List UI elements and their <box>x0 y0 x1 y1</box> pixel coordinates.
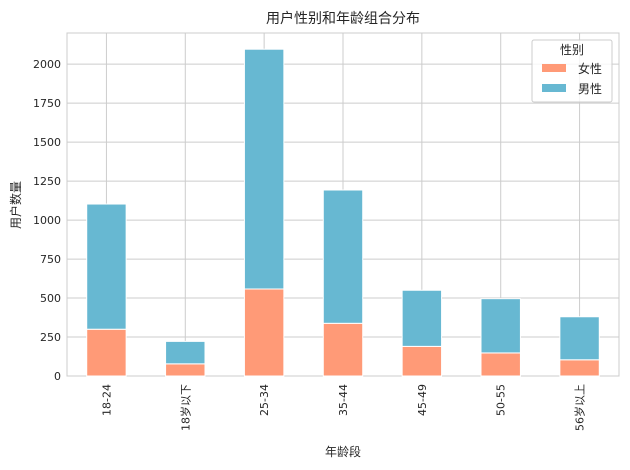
y-tick-labels: 0 250 500 750 1000 1250 1500 1750 2000 <box>33 58 61 383</box>
x-tick-label: 35-44 <box>337 384 350 416</box>
bar-female <box>559 359 600 377</box>
bar-male <box>165 340 206 365</box>
bar-female <box>480 352 521 377</box>
bars <box>86 48 600 377</box>
y-tick-label: 0 <box>54 370 61 383</box>
y-axis-label: 用户数量 <box>8 181 23 229</box>
bar-male <box>86 203 127 330</box>
chart-title: 用户性别和年龄组合分布 <box>266 10 420 27</box>
legend-swatch-female <box>542 64 566 72</box>
x-tick-label: 50-55 <box>495 384 508 416</box>
bar-male <box>243 48 285 290</box>
bar-female <box>322 322 364 377</box>
bar-male <box>559 316 600 361</box>
y-tick-label: 2000 <box>33 58 61 71</box>
legend-label-female: 女性 <box>578 61 602 76</box>
bar-female <box>243 288 285 377</box>
y-tick-label: 250 <box>40 331 61 344</box>
x-tick-labels: 18-24 18岁以下 25-34 35-44 45-49 50-55 56岁以上 <box>100 384 586 431</box>
y-tick-label: 1250 <box>33 175 61 188</box>
bar-male <box>322 189 364 324</box>
legend-swatch-male <box>542 84 566 92</box>
bar-male <box>401 289 443 347</box>
legend-label-male: 男性 <box>578 82 602 96</box>
x-tick-label: 18岁以下 <box>178 384 192 431</box>
y-tick-label: 1000 <box>33 214 61 227</box>
legend-title: 性别 <box>560 43 584 57</box>
y-tick-label: 750 <box>40 253 61 266</box>
legend: 性别 女性 男性 <box>531 39 613 103</box>
y-tick-label: 500 <box>40 292 61 305</box>
x-tick-label: 45-49 <box>416 384 429 416</box>
bar-male <box>480 298 521 354</box>
x-tick-label: 56岁以上 <box>573 384 587 431</box>
y-tick-label: 1750 <box>33 97 61 110</box>
x-tick-label: 18-24 <box>100 384 113 416</box>
x-axis-label: 年龄段 <box>325 444 361 459</box>
x-tick-label: 25-34 <box>258 384 271 416</box>
bar-female <box>86 328 127 377</box>
y-tick-label: 1500 <box>33 136 61 149</box>
bar-female <box>165 363 206 377</box>
bar-female <box>401 345 443 377</box>
